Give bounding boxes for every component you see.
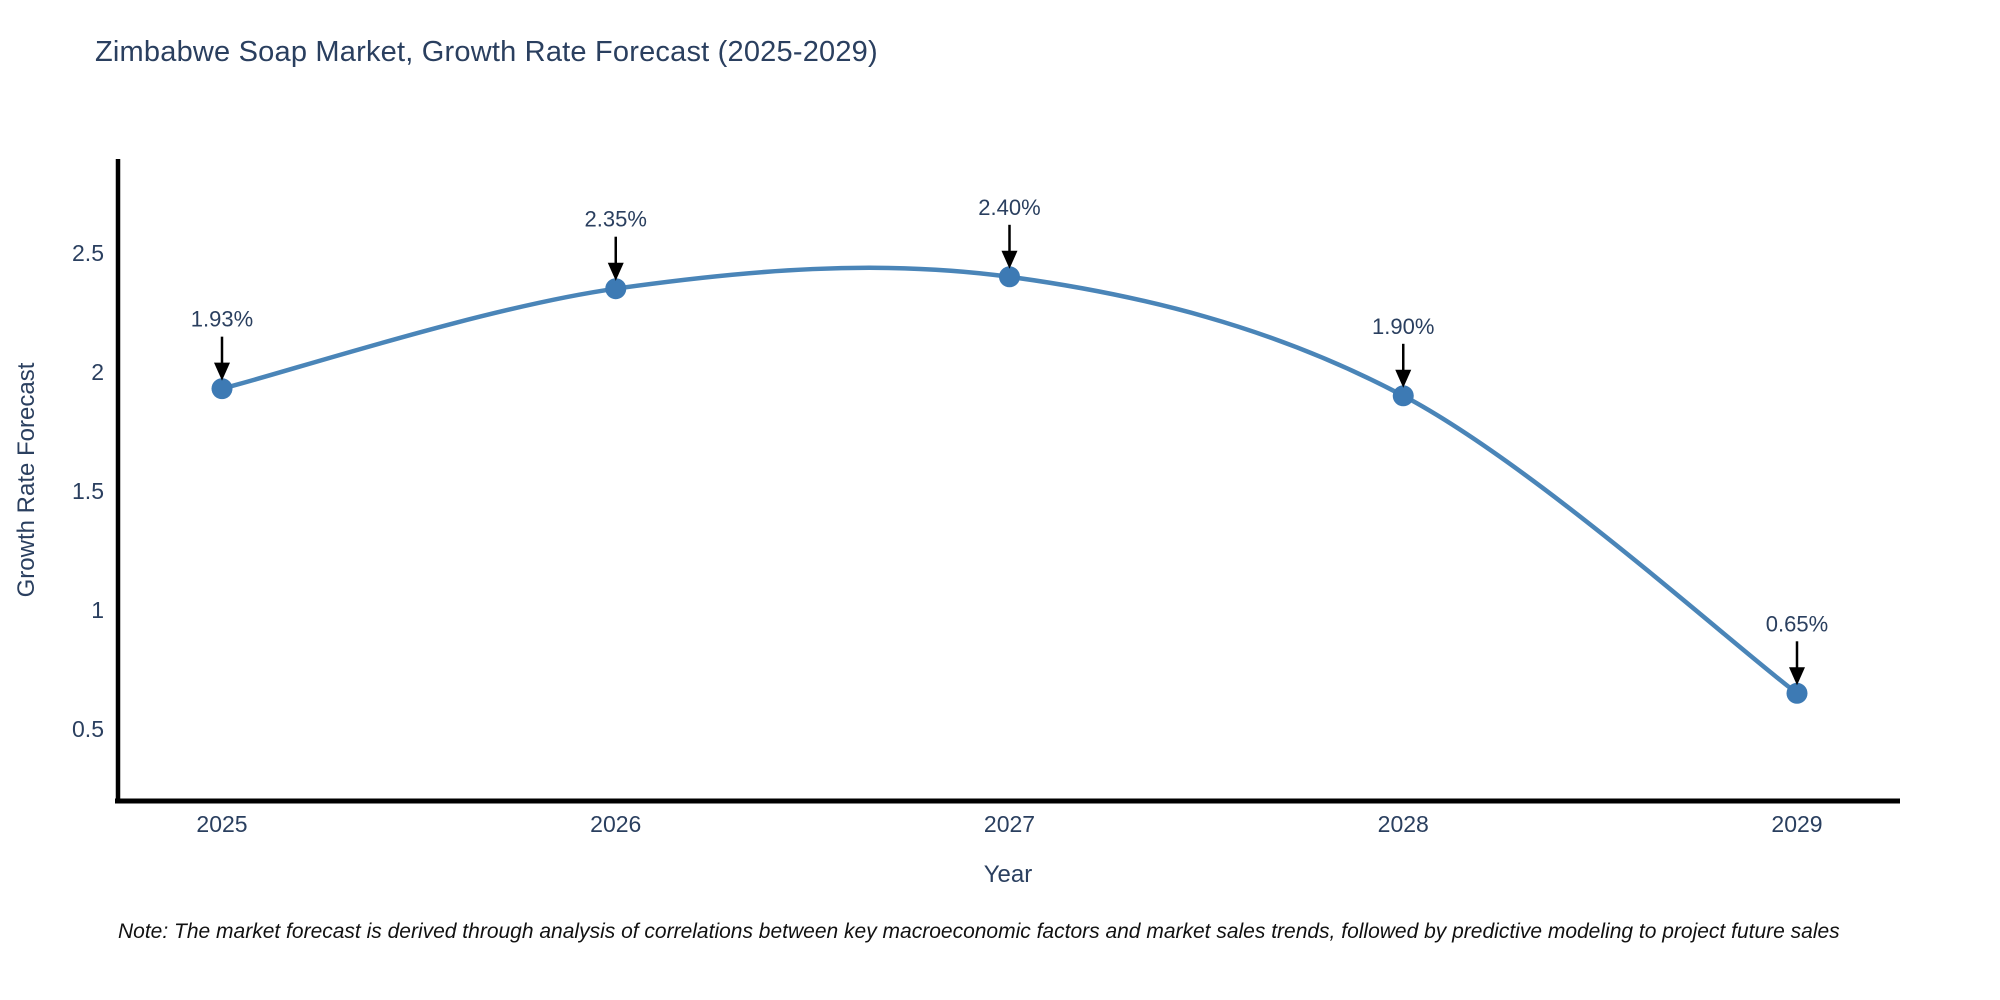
data-point-marker[interactable] — [999, 266, 1020, 288]
data-point-marker[interactable] — [211, 378, 233, 400]
forecast-curve-line — [219, 265, 1800, 696]
y-tick-label: 1.5 — [72, 478, 104, 504]
footnote: Note: The market forecast is derived thr… — [118, 920, 1840, 943]
annotation-label: 2.40% — [978, 195, 1040, 220]
data-point-marker[interactable] — [605, 278, 627, 300]
y-tick-label: 2.5 — [72, 240, 104, 266]
data-point-marker[interactable] — [1392, 385, 1414, 407]
annotation-arrowhead — [607, 262, 624, 281]
annotation-label: 1.93% — [191, 307, 253, 332]
x-tick-label: 2025 — [196, 811, 247, 837]
x-tick-label: 2027 — [984, 811, 1035, 837]
y-tick-label: 2 — [91, 359, 104, 385]
annotation-label: 0.65% — [1766, 611, 1828, 636]
x-tick-label: 2026 — [590, 811, 641, 837]
annotation-arrowhead — [1001, 250, 1018, 269]
annotation-arrowhead — [1789, 667, 1805, 686]
x-tick-label: 2029 — [1771, 811, 1822, 837]
annotation-arrowhead — [1395, 369, 1412, 388]
data-point-marker[interactable] — [1786, 682, 1808, 704]
chart-title: Zimbabwe Soap Market, Growth Rate Foreca… — [95, 36, 878, 68]
x-axis-title: Year — [983, 861, 1033, 888]
x-tick-label: 2028 — [1378, 811, 1429, 837]
annotation-arrowhead — [214, 362, 230, 381]
y-tick-label: 1 — [91, 597, 104, 623]
annotation-label: 2.35% — [585, 207, 647, 232]
y-tick-label: 0.5 — [72, 716, 104, 742]
annotation-label: 1.90% — [1372, 314, 1434, 339]
